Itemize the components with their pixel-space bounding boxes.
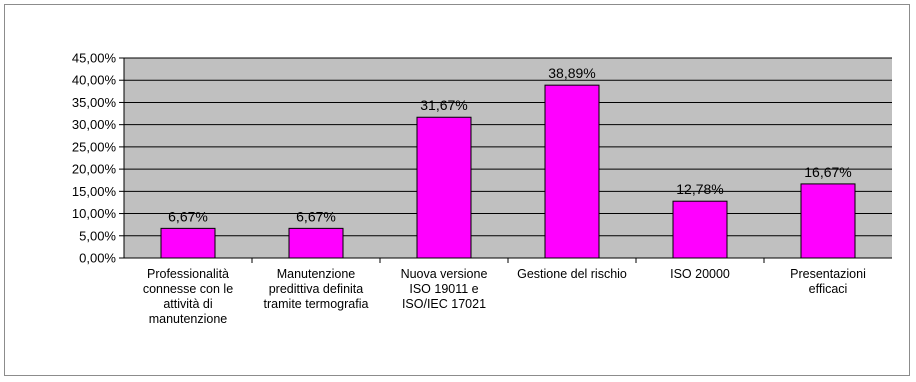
y-tick-label: 40,00% — [72, 73, 117, 88]
data-label: 6,67% — [296, 208, 336, 224]
x-category-label: Manutenzione predittiva definita tramite… — [263, 267, 369, 311]
data-label: 12,78% — [676, 181, 723, 197]
plot-area — [124, 58, 892, 258]
bar — [416, 116, 472, 259]
bar — [544, 84, 600, 259]
data-label: 38,89% — [548, 65, 595, 81]
x-category-label: Gestione del rischio — [517, 267, 627, 281]
y-tick-label: 5,00% — [79, 228, 116, 243]
bar — [160, 227, 216, 259]
y-tick-label: 15,00% — [72, 184, 117, 199]
y-tick-label: 20,00% — [72, 162, 117, 177]
y-tick-label: 30,00% — [72, 117, 117, 132]
y-tick-label: 45,00% — [72, 51, 117, 66]
data-label: 16,67% — [804, 164, 851, 180]
y-tick-label: 10,00% — [72, 206, 117, 221]
y-tick-label: 35,00% — [72, 95, 117, 110]
bar — [288, 227, 344, 259]
y-tick-label: 25,00% — [72, 139, 117, 154]
x-category-label: Nuova versione ISO 19011 e ISO/IEC 17021 — [400, 267, 488, 311]
data-label: 6,67% — [168, 208, 208, 224]
x-category-label: Professionalità connesse con le attività… — [142, 267, 234, 326]
bar — [672, 200, 728, 259]
y-tick-label: 0,00% — [79, 251, 116, 266]
x-category-label: Presentazioni efficaci — [790, 267, 866, 296]
bar — [800, 183, 856, 259]
data-label: 31,67% — [420, 97, 467, 113]
x-category-label: ISO 20000 — [670, 267, 730, 281]
